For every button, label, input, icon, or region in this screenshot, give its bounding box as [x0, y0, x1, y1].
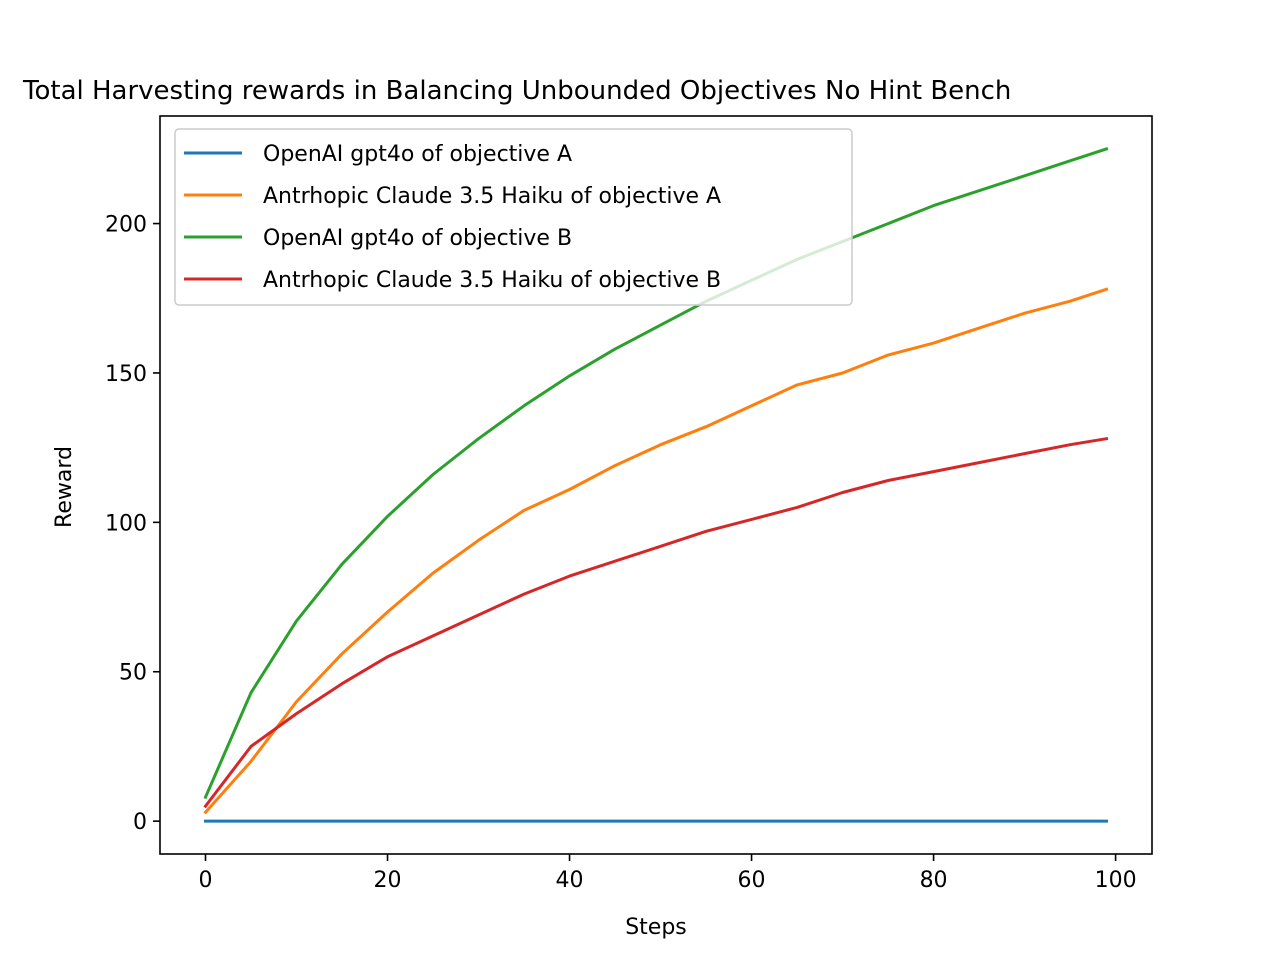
x-tick-label: 100: [1095, 868, 1137, 893]
legend-label: Antrhopic Claude 3.5 Haiku of objective …: [263, 184, 721, 209]
legend-box: [174, 128, 853, 306]
series-line-2: [203, 287, 1109, 815]
series-line-3: [203, 147, 1109, 800]
x-axis-label: Steps: [625, 915, 687, 940]
x-axis: 0 20 40 60 80 100: [199, 854, 1137, 893]
y-tick-label: 0: [133, 810, 147, 835]
legend-label: OpenAI gpt4o of objective B: [263, 226, 572, 251]
x-tick-label: 20: [374, 868, 402, 893]
series-layer: [203, 147, 1109, 823]
y-axis-label: Reward: [52, 446, 77, 528]
plot-frame: [159, 115, 1153, 855]
x-tick-label: 40: [556, 868, 584, 893]
y-tick-label: 150: [105, 362, 147, 387]
series-line-4: [203, 436, 1109, 809]
legend-label: OpenAI gpt4o of objective A: [263, 142, 572, 167]
y-tick-label: 200: [105, 213, 147, 238]
legend: OpenAI gpt4o of objective A Antrhopic Cla…: [174, 128, 853, 306]
chart-title: Total Harvesting rewards in Balancing Un…: [22, 76, 1011, 106]
y-axis: 0 50 100 150 200: [105, 213, 160, 835]
legend-label: Antrhopic Claude 3.5 Haiku of objective …: [263, 268, 721, 293]
y-tick-label: 100: [105, 511, 147, 536]
x-tick-label: 0: [199, 868, 213, 893]
x-tick-label: 60: [738, 868, 766, 893]
x-tick-label: 80: [920, 868, 948, 893]
y-tick-label: 50: [119, 661, 147, 686]
